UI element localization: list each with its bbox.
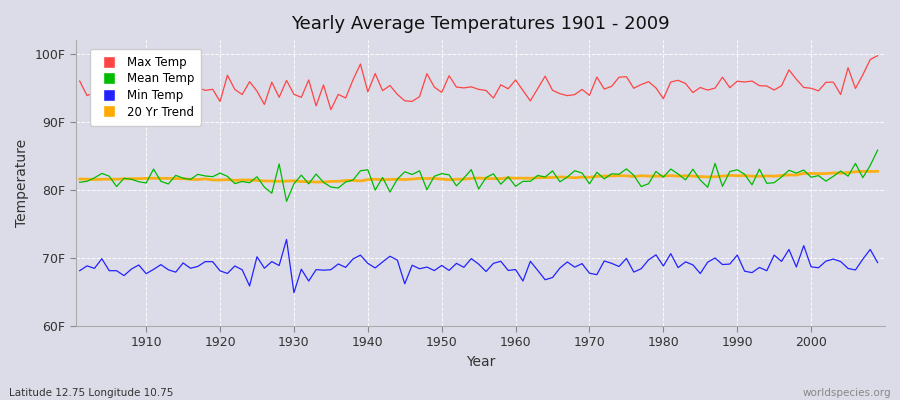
X-axis label: Year: Year (466, 355, 495, 369)
Title: Yearly Average Temperatures 1901 - 2009: Yearly Average Temperatures 1901 - 2009 (292, 15, 670, 33)
Y-axis label: Temperature: Temperature (15, 139, 29, 227)
Text: Latitude 12.75 Longitude 10.75: Latitude 12.75 Longitude 10.75 (9, 388, 174, 398)
Legend: Max Temp, Mean Temp, Min Temp, 20 Yr Trend: Max Temp, Mean Temp, Min Temp, 20 Yr Tre… (90, 49, 201, 126)
Text: worldspecies.org: worldspecies.org (803, 388, 891, 398)
